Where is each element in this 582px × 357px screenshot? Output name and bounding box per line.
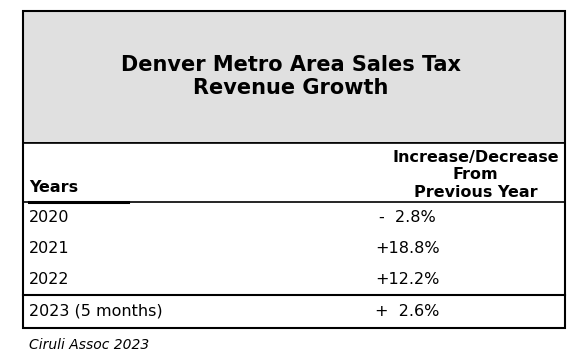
Text: +12.2%: +12.2% [375,272,439,287]
Bar [23,11,565,143]
Text: 2022: 2022 [29,272,70,287]
Text: +18.8%: +18.8% [375,241,440,256]
Text: +  2.6%: + 2.6% [375,304,439,319]
Text: 2021: 2021 [29,241,70,256]
Bar [23,143,565,328]
Text: Increase/Decrease
From
Previous Year: Increase/Decrease From Previous Year [392,150,559,200]
Text: 2020: 2020 [29,210,70,225]
Text: Ciruli Assoc 2023: Ciruli Assoc 2023 [29,337,150,352]
Text: Years: Years [29,180,78,195]
Text: 2023 (5 months): 2023 (5 months) [29,304,163,319]
Text: -  2.8%: - 2.8% [379,210,436,225]
Bar [23,11,565,328]
Text: Denver Metro Area Sales Tax
Revenue Growth: Denver Metro Area Sales Tax Revenue Grow… [121,55,461,99]
